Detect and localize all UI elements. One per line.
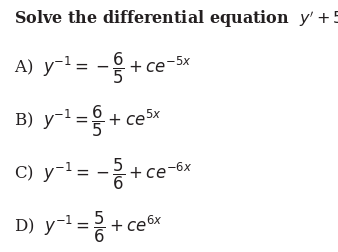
Text: A)  $y^{-1} = -\dfrac{6}{5} + ce^{-5x}$: A) $y^{-1} = -\dfrac{6}{5} + ce^{-5x}$ [14, 50, 191, 86]
Text: C)  $y^{-1} = -\dfrac{5}{6} + ce^{-6x}$: C) $y^{-1} = -\dfrac{5}{6} + ce^{-6x}$ [14, 156, 192, 192]
Text: B)  $y^{-1} = \dfrac{6}{5} + ce^{5x}$: B) $y^{-1} = \dfrac{6}{5} + ce^{5x}$ [14, 103, 161, 139]
Text: Solve the differential equation  $y' + 5y = 6y^2$: Solve the differential equation $y' + 5y… [14, 8, 338, 30]
Text: D)  $y^{-1} = \dfrac{5}{6} + ce^{6x}$: D) $y^{-1} = \dfrac{5}{6} + ce^{6x}$ [14, 209, 162, 244]
